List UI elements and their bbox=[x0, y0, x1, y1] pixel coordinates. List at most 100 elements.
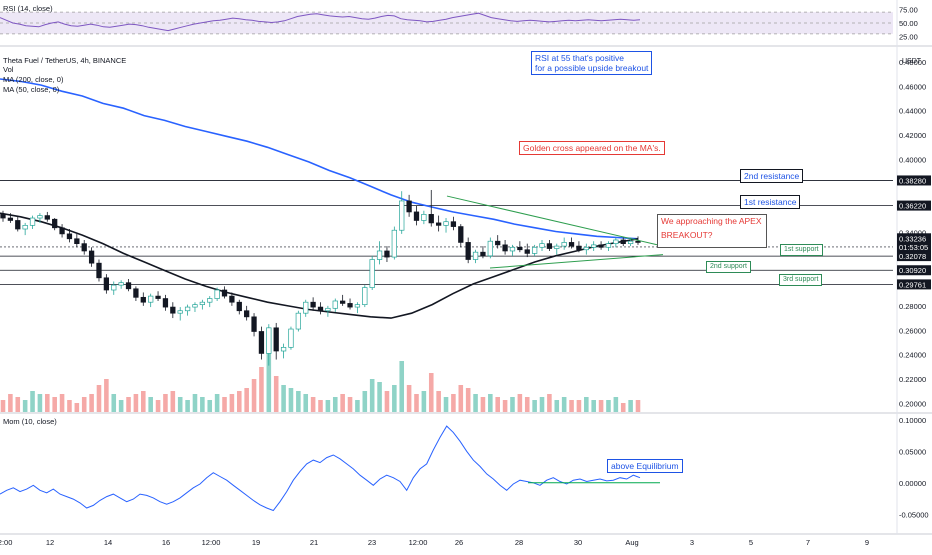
candle-body bbox=[170, 306, 176, 314]
candle-body bbox=[37, 215, 43, 219]
volume-bar bbox=[89, 394, 94, 412]
candle-body bbox=[148, 295, 154, 303]
volume-bar bbox=[45, 394, 50, 412]
volume-bar bbox=[81, 397, 87, 412]
candle-body bbox=[88, 250, 95, 264]
mom-label[interactable]: Mom (10, close) bbox=[3, 417, 57, 426]
volume-bar bbox=[384, 391, 390, 412]
candle-body bbox=[244, 310, 250, 318]
x-axis-label: 26 bbox=[455, 538, 463, 547]
volume-bar bbox=[399, 361, 405, 412]
candle-body bbox=[52, 218, 58, 229]
candle-body bbox=[103, 277, 110, 291]
support-2-note[interactable]: 2nd support bbox=[706, 261, 751, 273]
candle-body bbox=[546, 243, 553, 249]
price-tick-label: 0.40000 bbox=[899, 155, 926, 164]
candle-body bbox=[450, 221, 457, 227]
candle-body bbox=[15, 220, 21, 230]
volume-bar bbox=[214, 394, 220, 412]
price-tick-label: 0.20000 bbox=[899, 399, 926, 408]
equilibrium-note[interactable]: above Equilibrium bbox=[607, 459, 683, 473]
volume-bar bbox=[74, 403, 80, 412]
support-3-note[interactable]: 3rd support bbox=[779, 274, 823, 286]
ma50-label[interactable]: MA (50, close, 0) bbox=[3, 85, 60, 94]
volume-bar bbox=[318, 400, 323, 412]
volume-bar bbox=[229, 394, 235, 412]
volume-bar bbox=[148, 397, 153, 412]
candle-body bbox=[605, 243, 612, 248]
volume-bar bbox=[436, 391, 441, 412]
volume-bar bbox=[207, 400, 213, 412]
volume-bar bbox=[613, 397, 619, 412]
candle-body bbox=[155, 295, 161, 299]
candle-body bbox=[347, 303, 353, 308]
candle-body bbox=[325, 307, 331, 312]
candle-body bbox=[236, 301, 242, 312]
price-tag-label: 0.30920 bbox=[899, 266, 926, 275]
candle-body bbox=[288, 328, 294, 348]
price-tick-label: 0.44000 bbox=[899, 107, 926, 116]
rsi-label[interactable]: RSI (14, close) bbox=[3, 4, 53, 13]
volume-bar bbox=[59, 394, 65, 412]
volume-bar bbox=[266, 352, 272, 412]
volume-bar bbox=[428, 373, 434, 412]
volume-bar bbox=[126, 397, 131, 412]
candle-body bbox=[502, 244, 508, 252]
volume-bar bbox=[185, 400, 190, 412]
x-axis-label: 5 bbox=[749, 538, 753, 547]
candle-body bbox=[524, 249, 530, 254]
candle-body bbox=[362, 287, 368, 305]
x-axis-label: 12:00 bbox=[409, 538, 428, 547]
candle-body bbox=[583, 246, 589, 251]
price-tag-label: 0.36220 bbox=[899, 202, 926, 211]
ma200-label[interactable]: MA (200, close, 0) bbox=[3, 75, 64, 84]
golden-cross-note[interactable]: Golden cross appeared on the MA's. bbox=[519, 141, 665, 155]
price-tag-label: 0.29761 bbox=[899, 280, 926, 289]
resistance-1-note[interactable]: 1st resistance bbox=[740, 195, 801, 209]
candle-body bbox=[340, 300, 346, 304]
volume-bar bbox=[52, 397, 57, 412]
vol-label[interactable]: Vol bbox=[3, 65, 14, 74]
mom-tick-label: 0.05000 bbox=[899, 447, 926, 456]
price-tick-label: 0.28000 bbox=[899, 302, 926, 311]
x-axis-label: 7 bbox=[806, 538, 810, 547]
candle-body bbox=[428, 214, 434, 224]
candle-body bbox=[413, 211, 420, 221]
candle-body bbox=[184, 306, 191, 312]
volume-bar bbox=[170, 391, 176, 412]
candle-body bbox=[354, 304, 361, 308]
candle-body bbox=[458, 226, 464, 243]
candle-body bbox=[620, 239, 626, 244]
price-tag-label: 0.32078 bbox=[899, 252, 926, 261]
volume-bar bbox=[355, 400, 360, 412]
symbol-title[interactable]: Theta Fuel / TetherUS, 4h, BINANCE bbox=[3, 56, 127, 65]
x-axis-label: 30 bbox=[574, 538, 582, 547]
price-tag bbox=[897, 233, 931, 244]
volume-bar bbox=[141, 391, 146, 412]
apex-note[interactable]: We approaching the APEX BREAKOUT? bbox=[657, 214, 767, 248]
price-tag bbox=[897, 279, 931, 290]
ma200-line bbox=[0, 78, 639, 240]
mom-tick-label: 0.00000 bbox=[899, 479, 926, 488]
rsi-line bbox=[0, 12, 641, 32]
candle-body bbox=[7, 217, 14, 221]
x-axis-label: 12 bbox=[46, 538, 54, 547]
volume-bar bbox=[163, 394, 168, 412]
price-tick-label: 0.22000 bbox=[899, 375, 926, 384]
support-1-note[interactable]: 1st support bbox=[780, 244, 823, 256]
x-axis-label: 14 bbox=[104, 538, 112, 547]
candle-body bbox=[568, 242, 575, 247]
rsi-note[interactable]: RSI at 55 that's positive for a possible… bbox=[531, 51, 653, 75]
candle-body bbox=[406, 200, 412, 213]
candle-body bbox=[591, 244, 597, 248]
candle-body bbox=[635, 240, 641, 243]
resistance-2-note[interactable]: 2nd resistance bbox=[740, 169, 804, 183]
candle-body bbox=[29, 217, 36, 226]
candle-body bbox=[531, 246, 538, 254]
volume-bar bbox=[259, 367, 264, 412]
apex-note-line1: We approaching the APEX bbox=[661, 216, 762, 226]
candle-body bbox=[111, 284, 117, 291]
candle-body bbox=[251, 316, 257, 332]
rsi-note-line2: for a possible upside breakout bbox=[535, 63, 649, 73]
